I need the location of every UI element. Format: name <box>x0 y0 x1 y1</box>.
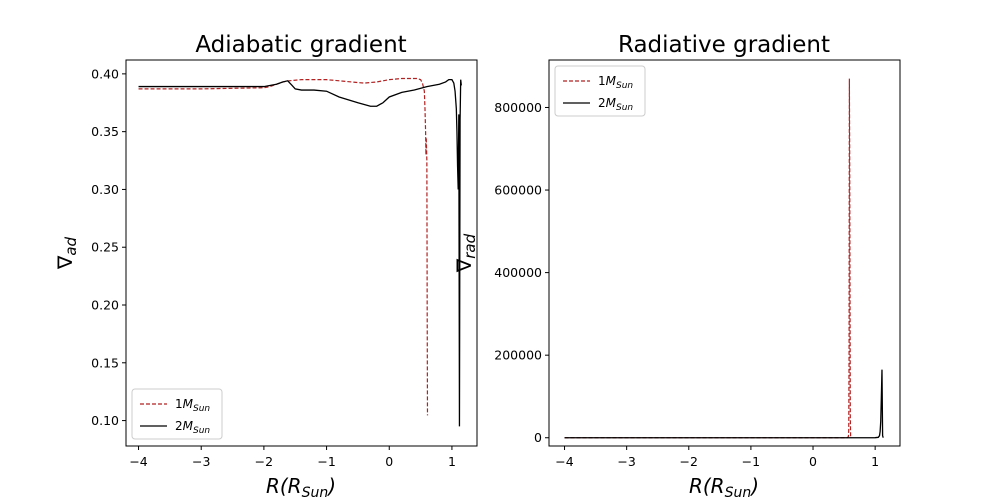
x-tick: −1 <box>742 446 760 469</box>
x-tick-label: −2 <box>255 454 273 469</box>
x-axis-label-sub: Sun <box>725 485 752 500</box>
x-axis-label: R(RSun) <box>689 474 759 500</box>
x-axis-label-tail: ) <box>326 474 336 498</box>
y-axis-label: ∇rad <box>452 233 479 273</box>
x-axis-label-sub: Sun <box>302 485 329 500</box>
x-tick: −3 <box>192 446 210 469</box>
x-tick-label: 0 <box>809 454 817 469</box>
y-tick-label: 0.20 <box>91 298 119 313</box>
x-tick-label: −1 <box>742 454 760 469</box>
legend-label-sub: Sun <box>616 103 633 113</box>
legend-label: 2MSun <box>598 96 633 113</box>
y-tick-label: 0.40 <box>91 66 119 81</box>
x-tick: −3 <box>617 446 636 469</box>
chart-title: Radiative gradient <box>618 32 830 58</box>
legend-label-sub: Sun <box>193 404 210 414</box>
series-line-1 <box>564 78 852 439</box>
legend-label-main: 1 <box>598 74 606 88</box>
legend-label: 1MSun <box>175 397 210 414</box>
y-tick-label: 0.10 <box>91 413 119 428</box>
x-tick-label: −3 <box>617 454 635 469</box>
x-tick-label: −4 <box>555 454 573 469</box>
y-tick-label: 200000 <box>494 348 542 363</box>
legend-entry: 2MSun <box>563 96 633 113</box>
legend-label-m: M <box>606 74 617 88</box>
y-tick-label: 600000 <box>494 183 542 198</box>
y-tick-label: 400000 <box>494 265 542 280</box>
y-axis-label-sub: ad <box>62 236 80 255</box>
x-axis-label-main: R(R <box>689 474 725 498</box>
series-line-2 <box>564 369 884 439</box>
legend-label-sub: Sun <box>616 81 633 91</box>
legend-label-main: 2 <box>598 96 606 110</box>
x-tick: 1 <box>871 446 879 469</box>
x-tick-label: −4 <box>129 454 147 469</box>
y-tick-label: 0.15 <box>91 355 119 370</box>
x-tick-label: −1 <box>317 454 335 469</box>
y-tick: 0 <box>534 430 549 445</box>
x-tick: −4 <box>555 446 574 469</box>
x-tick-label: 0 <box>385 454 393 469</box>
radiative-panel: Radiative gradient −4 −3 −2 −1 0 1 0 200000 400… <box>452 32 901 500</box>
y-tick-label: 0.35 <box>91 124 119 139</box>
plot-area <box>125 59 478 447</box>
plot-area <box>548 59 901 447</box>
y-axis-label-symbol: ∇ <box>53 255 77 270</box>
y-tick-label: 0 <box>534 430 542 445</box>
x-tick-label: −3 <box>192 454 210 469</box>
y-axis-label-symbol: ∇ <box>452 258 476 273</box>
y-tick: 0.40 <box>91 66 126 81</box>
legend-label-m: M <box>183 419 194 433</box>
y-tick: 600000 <box>494 183 549 198</box>
x-tick: −1 <box>317 446 336 469</box>
legend-label-main: 1 <box>175 397 183 411</box>
x-axis-label-main: R(R <box>266 474 302 498</box>
legend-label: 1MSun <box>598 74 633 91</box>
x-tick: −2 <box>680 446 698 469</box>
y-tick: 200000 <box>494 348 549 363</box>
y-axis-label: ∇ad <box>53 236 80 270</box>
y-tick: 0.30 <box>91 182 126 197</box>
x-axis-label-tail: ) <box>749 474 759 498</box>
x-tick: −2 <box>255 446 273 469</box>
legend-label-m: M <box>606 96 617 110</box>
legend-entry: 1MSun <box>140 397 210 414</box>
series-line-1 <box>138 77 429 416</box>
y-tick-label: 0.25 <box>91 240 119 255</box>
x-tick-label: 1 <box>448 454 456 469</box>
x-axis-label: R(RSun) <box>266 474 336 500</box>
legend-label-sub: Sun <box>193 426 210 436</box>
x-tick: −4 <box>129 446 148 469</box>
x-tick-label: −2 <box>680 454 698 469</box>
y-axis-label-sub: rad <box>461 233 479 258</box>
legend-entry: 1MSun <box>563 74 633 91</box>
y-tick: 0.10 <box>91 413 126 428</box>
chart-title: Adiabatic gradient <box>195 32 406 58</box>
x-tick: 1 <box>448 446 456 469</box>
y-tick-label: 800000 <box>494 100 542 115</box>
x-tick: 0 <box>385 446 393 469</box>
x-tick: 0 <box>809 446 817 469</box>
legend-entry: 2MSun <box>140 419 210 436</box>
y-tick: 0.35 <box>91 124 126 139</box>
y-tick: 400000 <box>494 265 549 280</box>
x-tick-label: 1 <box>871 454 879 469</box>
y-tick: 0.25 <box>91 240 126 255</box>
adiabatic-panel: Adiabatic gradient −4 −3 −2 −1 0 1 0.10 0.15 0.… <box>53 32 478 500</box>
y-tick: 0.15 <box>91 355 126 370</box>
y-tick-label: 0.30 <box>91 182 119 197</box>
y-tick: 800000 <box>494 100 549 115</box>
legend-label-main: 2 <box>175 419 183 433</box>
legend-label: 2MSun <box>175 419 210 436</box>
legend-label-m: M <box>183 397 194 411</box>
y-tick: 0.20 <box>91 298 126 313</box>
series-line-2 <box>138 79 462 427</box>
